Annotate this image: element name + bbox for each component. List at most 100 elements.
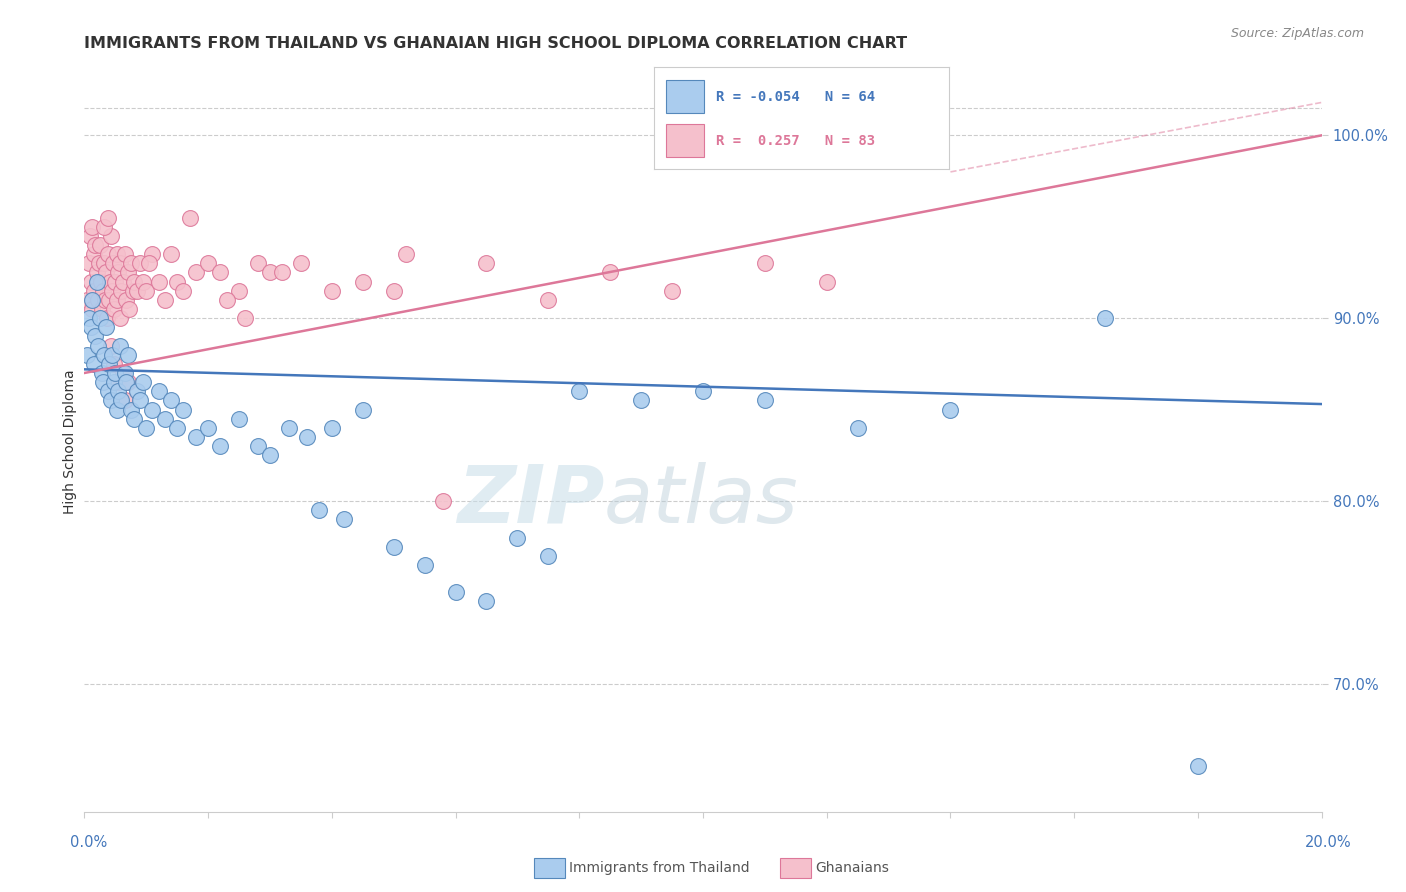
Point (84, 329, 107, 343)
Point (939, 402, 962, 417)
Point (295, 430, 318, 444)
Point (246, 256, 269, 270)
Point (117, 265, 139, 279)
Point (184, 430, 207, 444)
Text: R =  0.257   N = 83: R = 0.257 N = 83 (716, 134, 875, 148)
Point (97, 247, 120, 261)
Point (101, 284, 124, 298)
Point (141, 402, 163, 417)
Point (153, 293, 176, 307)
Point (107, 375, 129, 389)
Point (103, 301, 125, 316)
Point (1094, 311, 1116, 326)
Point (321, 421, 343, 435)
Point (76, 348, 98, 362)
Point (91, 375, 114, 389)
Point (100, 228, 122, 243)
Point (215, 293, 238, 307)
Point (117, 348, 139, 362)
Point (153, 411, 176, 425)
Point (172, 402, 194, 417)
Point (259, 448, 281, 462)
Point (197, 256, 219, 270)
Point (125, 384, 148, 399)
Text: Ghanaians: Ghanaians (815, 861, 890, 875)
Point (89, 256, 111, 270)
Point (129, 256, 152, 270)
Point (815, 275, 838, 289)
Text: IMMIGRANTS FROM THAILAND VS GHANAIAN HIGH SCHOOL DIPLOMA CORRELATION CHART: IMMIGRANTS FROM THAILAND VS GHANAIAN HIG… (84, 36, 907, 51)
Point (475, 594, 498, 608)
Point (83, 247, 105, 261)
Point (94, 265, 117, 279)
Bar (665, 80, 704, 113)
Point (104, 366, 127, 380)
Point (1187, 759, 1209, 773)
Point (105, 247, 128, 261)
Point (125, 284, 148, 298)
Point (352, 275, 374, 289)
Text: R = -0.054   N = 64: R = -0.054 N = 64 (716, 90, 875, 103)
Text: atlas: atlas (605, 462, 799, 540)
Point (333, 512, 356, 526)
Point (86, 275, 108, 289)
Point (148, 275, 170, 289)
Point (661, 284, 683, 298)
Point (111, 366, 134, 380)
Point (90, 301, 112, 316)
Point (93, 219, 115, 234)
Point (86, 265, 108, 279)
Point (179, 211, 201, 225)
Point (110, 393, 132, 408)
Point (110, 256, 132, 270)
Point (93, 256, 115, 270)
Point (259, 265, 281, 279)
Point (209, 439, 232, 453)
Point (172, 284, 194, 298)
Point (132, 275, 155, 289)
Point (197, 421, 219, 435)
Point (90, 275, 112, 289)
Point (83, 357, 105, 371)
Point (79, 228, 101, 243)
Point (87, 293, 110, 307)
Point (395, 247, 418, 261)
Point (79, 311, 101, 326)
Point (100, 338, 122, 352)
Point (79, 275, 101, 289)
Point (114, 366, 136, 380)
Point (321, 284, 343, 298)
Point (94, 320, 117, 334)
Point (98, 275, 121, 289)
Point (754, 393, 776, 408)
Point (148, 384, 170, 399)
Point (121, 284, 143, 298)
Point (101, 348, 124, 362)
Point (77, 256, 100, 270)
Point (103, 375, 125, 389)
Point (108, 311, 131, 326)
Point (89, 238, 111, 252)
Text: Source: ZipAtlas.com: Source: ZipAtlas.com (1230, 27, 1364, 40)
Point (233, 311, 256, 326)
Point (111, 275, 134, 289)
Point (122, 275, 145, 289)
Point (114, 393, 136, 408)
Point (537, 549, 560, 563)
Point (89, 311, 111, 326)
Point (290, 256, 312, 270)
Point (94, 293, 117, 307)
Point (80, 293, 103, 307)
Point (98, 357, 121, 371)
Point (82, 219, 104, 234)
Point (754, 256, 776, 270)
Point (84, 238, 107, 252)
Point (135, 421, 157, 435)
Point (96, 311, 118, 326)
Point (141, 247, 163, 261)
Point (120, 402, 142, 417)
Point (209, 265, 232, 279)
Point (246, 439, 269, 453)
Point (118, 301, 141, 316)
Point (93, 348, 115, 362)
